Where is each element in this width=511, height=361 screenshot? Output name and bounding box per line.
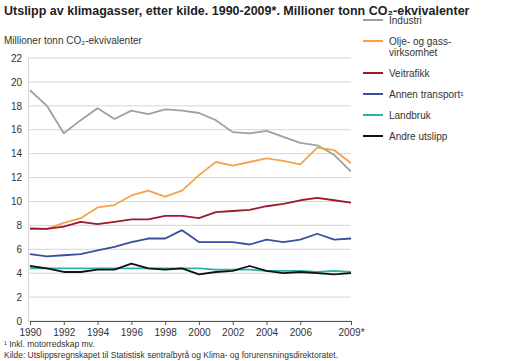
y-tick: 14 [11,148,28,159]
series-line [30,198,351,229]
y-axis-line [28,59,29,322]
grid-line [28,105,351,106]
grid-line [28,321,351,322]
x-tick: 1992 [53,321,76,338]
x-tick-mark [300,321,301,325]
y-tick: 18 [11,101,28,112]
x-tick-label: 1996 [121,327,144,338]
x-tick-label: 2000 [188,327,211,338]
y-tick-label: 22 [11,53,23,64]
grid-line [28,225,351,226]
y-tick: 12 [11,172,28,183]
y-tick-label: 16 [11,124,23,135]
y-tick: 22 [11,53,28,64]
grid-line [28,58,351,59]
y-tick-label: 2 [16,292,22,303]
x-tick-label: 1998 [155,327,178,338]
x-tick-label: 2002 [222,327,245,338]
grid [28,58,351,321]
x-tick-mark [199,321,200,325]
x-tick: 1996 [121,321,144,338]
x-tick-label: 1994 [87,327,110,338]
legend-swatch [363,93,383,95]
x-axis-line [31,321,352,322]
y-tick: 10 [11,196,28,207]
x-tick: 1998 [155,321,178,338]
x-axis: 1990 1992 1994 1996 1998 2000 2002 2004 2006 2009… [19,321,364,338]
legend-swatch [363,19,383,21]
legend-swatch [363,40,383,42]
grid-line [28,153,351,154]
y-tick-label: 4 [16,268,22,279]
grid-line [28,201,351,202]
series-line [30,148,351,229]
y-tick-label: 10 [11,196,23,207]
x-tick-label: 2004 [256,327,279,338]
x-tick-mark [64,321,65,325]
source: Kilde: Utslippsregnskapet til Statistisk… [4,350,338,360]
y-tick: 20 [11,77,28,88]
x-tick: 1990 [19,321,42,338]
y-tick-label: 18 [11,101,23,112]
chart: Utslipp av klimagasser, etter kilde. 199… [0,0,511,361]
legend-swatch [363,135,383,137]
x-tick-label: 1992 [53,327,76,338]
y-tick: 2 [16,292,28,303]
x-tick-mark [165,321,166,325]
series-line [30,264,351,275]
legend-label: Andre utslipp [389,131,448,142]
legend: Industri Olje- og gass-virksomhet Veitrafi… [363,15,464,142]
y-axis: 0 2 4 6 8 10 12 14 16 18 20 22 [11,53,29,327]
x-tick: 2000 [188,321,211,338]
legend-label: Landbruk [389,110,432,121]
x-tick-mark [351,321,352,325]
y-tick: 4 [16,268,28,279]
y-tick: 0 [16,316,28,327]
series-line [30,90,351,171]
y-tick-label: 8 [16,220,22,231]
legend-swatch [363,72,383,74]
y-tick-label: 12 [11,172,23,183]
y-axis-title: Millioner tonn CO₂-ekvivalenter [4,35,142,46]
grid-line [28,297,351,298]
y-tick-label: 0 [16,316,22,327]
x-tick: 2004 [256,321,279,338]
grid-line [28,129,351,130]
y-tick-label: 14 [11,148,23,159]
legend-label: Olje- og gass-virksomhet [389,36,451,58]
x-tick-mark [98,321,99,325]
y-tick: 6 [16,244,28,255]
lines [30,90,351,274]
grid-line [28,81,351,82]
x-tick-label: 2006 [290,327,313,338]
grid-line [28,177,351,178]
x-tick-mark [267,321,268,325]
x-tick: 1994 [87,321,110,338]
grid-line [28,249,351,250]
x-tick-label: 2009* [338,327,364,338]
legend-label: Annen transport¹ [389,89,464,100]
x-tick-mark [30,321,31,325]
x-tick: 2002 [222,321,245,338]
legend-label: Veitrafikk [389,68,431,79]
x-tick-mark [233,321,234,325]
footnote: ¹ Inkl. motorredskap mv. [4,339,95,349]
y-tick-label: 6 [16,244,22,255]
x-tick-label: 1990 [19,327,42,338]
y-tick-label: 20 [11,77,23,88]
y-tick: 8 [16,220,28,231]
series-line [30,230,351,256]
y-tick: 16 [11,124,28,135]
legend-swatch [363,114,383,116]
x-tick: 2006 [290,321,313,338]
legend-label: Industri [389,15,422,26]
x-tick-mark [131,321,132,325]
x-tick: 2009* [338,321,364,338]
